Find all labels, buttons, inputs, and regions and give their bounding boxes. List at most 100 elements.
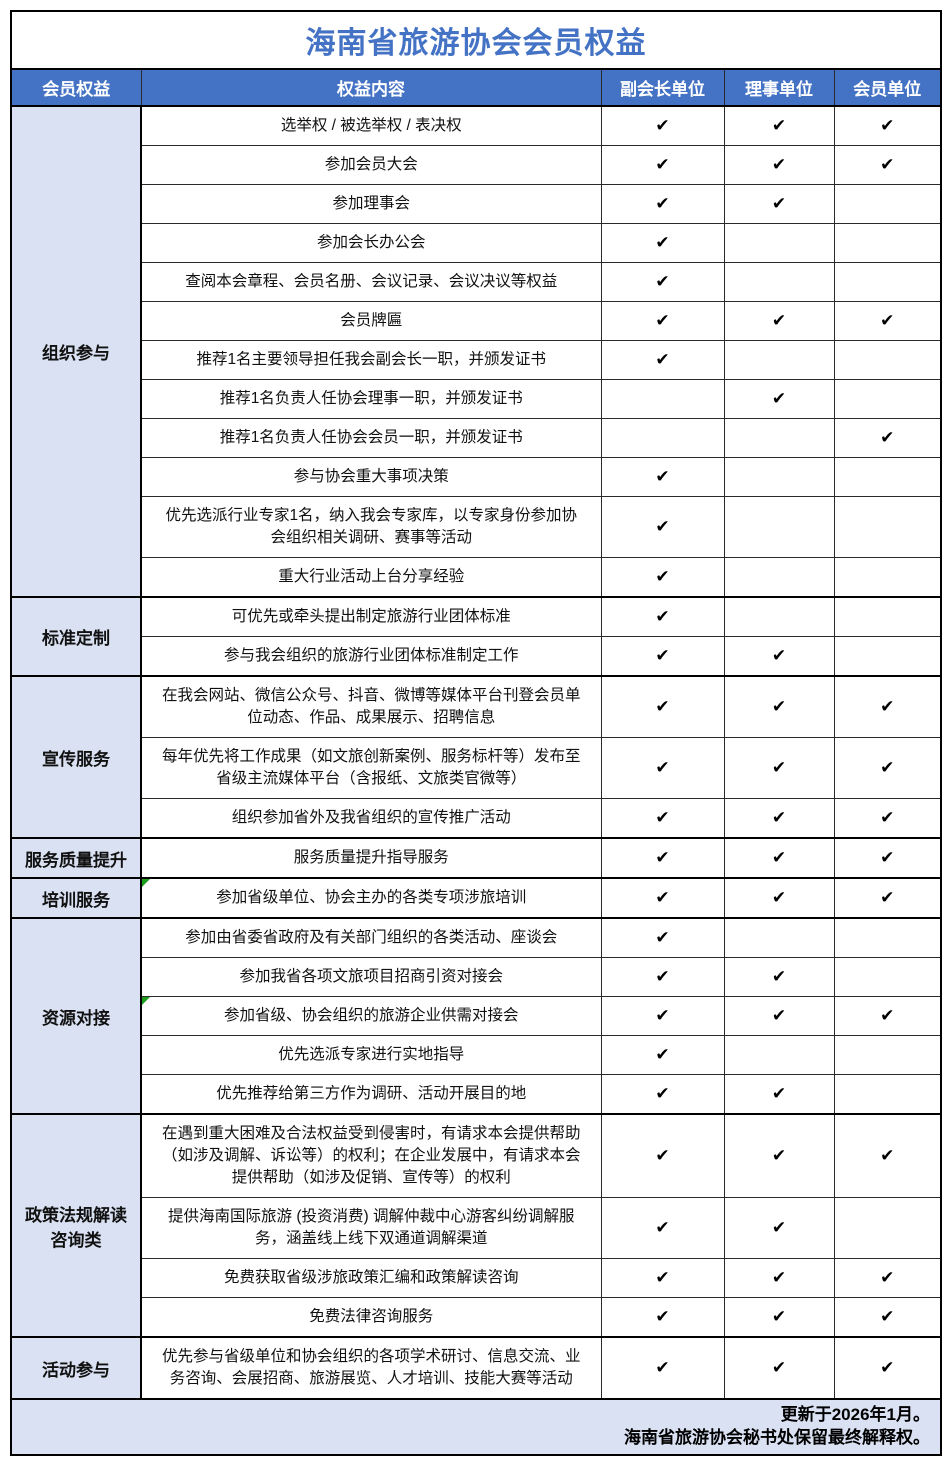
check-mark-icon: ✔ xyxy=(833,1258,942,1298)
empty-check-cell xyxy=(833,636,942,677)
table-row: 参加省级、协会组织的旅游企业供需对接会 ✔ ✔ ✔ xyxy=(11,996,942,1036)
check-mark-icon: ✔ xyxy=(723,301,835,341)
check-mark-icon: ✔ xyxy=(833,1113,942,1198)
check-mark-icon: ✔ xyxy=(600,223,725,263)
check-mark-icon: ✔ xyxy=(600,957,725,997)
benefit-content-cell: 免费法律咨询服务 xyxy=(140,1297,602,1338)
column-header-member-unit: 会员单位 xyxy=(833,68,942,107)
table-row: 组织参加省外及我省组织的宣传推广活动 ✔ ✔ ✔ xyxy=(11,798,942,839)
empty-check-cell xyxy=(723,496,835,558)
benefit-content-cell: 优先选派专家进行实地指导 xyxy=(140,1035,602,1075)
check-mark-icon: ✔ xyxy=(600,301,725,341)
check-mark-icon: ✔ xyxy=(600,1336,725,1400)
table-row: 参加我省各项文旅项目招商引资对接会 ✔ ✔ xyxy=(11,957,942,997)
check-mark-icon: ✔ xyxy=(833,418,942,458)
column-header-benefit-content: 权益内容 xyxy=(140,68,602,107)
check-mark-icon: ✔ xyxy=(723,837,835,879)
benefit-content-cell: 优先参与省级单位和协会组织的各项学术研讨、信息交流、业务咨询、会展招商、旅游展览… xyxy=(140,1336,602,1400)
benefit-content-cell: 组织参加省外及我省组织的宣传推广活动 xyxy=(140,798,602,839)
table-row: 推荐1名负责人任协会理事一职，并颁发证书 ✔ xyxy=(11,379,942,419)
benefits-table: 海南省旅游协会会员权益 会员权益 权益内容 副会长单位 理事单位 会员单位 组织… xyxy=(10,10,942,1456)
check-mark-icon: ✔ xyxy=(600,917,725,958)
check-mark-icon: ✔ xyxy=(600,557,725,598)
category-cell: 组织参与 xyxy=(10,105,142,598)
category-cell: 宣传服务 xyxy=(10,675,142,839)
table-row: 免费获取省级涉旅政策汇编和政策解读咨询 ✔ ✔ ✔ xyxy=(11,1258,942,1298)
benefit-content-cell: 免费获取省级涉旅政策汇编和政策解读咨询 xyxy=(140,1258,602,1298)
table-row: 标准定制 可优先或牵头提出制定旅游行业团体标准 ✔ xyxy=(10,596,942,677)
check-mark-icon: ✔ xyxy=(600,340,725,380)
table-row: 查阅本会章程、会员名册、会议记录、会议决议等权益 ✔ xyxy=(11,262,942,302)
benefit-content-cell: 参加我省各项文旅项目招商引资对接会 xyxy=(140,957,602,997)
check-mark-icon: ✔ xyxy=(723,996,835,1036)
check-mark-icon: ✔ xyxy=(723,636,835,677)
check-mark-icon: ✔ xyxy=(723,1113,835,1198)
check-mark-icon: ✔ xyxy=(723,1197,835,1259)
table-row: 推荐1名主要领导担任我会副会长一职，并颁发证书 ✔ xyxy=(11,340,942,380)
empty-check-cell xyxy=(600,418,725,458)
table-row: 免费法律咨询服务 ✔ ✔ ✔ xyxy=(11,1297,942,1338)
table-row: 提供海南国际旅游 (投资消费) 调解仲裁中心游客纠纷调解服务，涵盖线上线下双通道… xyxy=(11,1197,942,1259)
table-row: 组织参与 选举权 / 被选举权 / 表决权 ✔ ✔ ✔ xyxy=(10,105,942,598)
check-mark-icon: ✔ xyxy=(723,957,835,997)
check-mark-icon: ✔ xyxy=(600,596,725,637)
check-mark-icon: ✔ xyxy=(600,145,725,185)
column-header-member-benefits: 会员权益 xyxy=(10,68,142,107)
check-mark-icon: ✔ xyxy=(833,837,942,879)
benefit-content-cell: 重大行业活动上台分享经验 xyxy=(140,557,602,598)
empty-check-cell xyxy=(723,1035,835,1075)
check-mark-icon: ✔ xyxy=(600,877,725,919)
benefit-content-cell: 服务质量提升指导服务 xyxy=(140,837,602,879)
benefit-content-cell-with-note-marker: 参加省级、协会组织的旅游企业供需对接会 xyxy=(140,996,602,1036)
table-row: 重大行业活动上台分享经验 ✔ xyxy=(11,557,942,598)
column-header-director-unit: 理事单位 xyxy=(723,68,835,107)
empty-check-cell xyxy=(723,457,835,497)
empty-check-cell xyxy=(833,340,942,380)
check-mark-icon: ✔ xyxy=(723,877,835,919)
empty-check-cell xyxy=(723,418,835,458)
table-row: 培训服务 参加省级单位、协会主办的各类专项涉旅培训 ✔ ✔ ✔ xyxy=(10,877,942,919)
check-mark-icon: ✔ xyxy=(833,737,942,799)
category-cell: 服务质量提升 xyxy=(10,837,142,879)
check-mark-icon: ✔ xyxy=(600,636,725,677)
benefit-content-cell: 每年优先将工作成果（如文旅创新案例、服务标杆等）发布至省级主流媒体平台（含报纸、… xyxy=(140,737,602,799)
benefit-content-cell: 优先选派行业专家1名，纳入我会专家库，以专家身份参加协会组织相关调研、赛事等活动 xyxy=(140,496,602,558)
category-cell: 标准定制 xyxy=(10,596,142,677)
benefit-content-cell: 提供海南国际旅游 (投资消费) 调解仲裁中心游客纠纷调解服务，涵盖线上线下双通道… xyxy=(140,1197,602,1259)
empty-check-cell xyxy=(833,262,942,302)
benefit-content-cell: 推荐1名负责人任协会理事一职，并颁发证书 xyxy=(140,379,602,419)
check-mark-icon: ✔ xyxy=(833,996,942,1036)
table-row: 资源对接 参加由省委省政府及有关部门组织的各类活动、座谈会 ✔ xyxy=(10,917,942,1115)
table-row: 优先选派行业专家1名，纳入我会专家库，以专家身份参加协会组织相关调研、赛事等活动… xyxy=(11,496,942,558)
benefit-content-cell: 查阅本会章程、会员名册、会议记录、会议决议等权益 xyxy=(140,262,602,302)
table-row: 服务质量提升 服务质量提升指导服务 ✔ ✔ ✔ xyxy=(10,837,942,879)
empty-check-cell xyxy=(833,1035,942,1075)
check-mark-icon: ✔ xyxy=(833,105,942,146)
check-mark-icon: ✔ xyxy=(723,379,835,419)
title-row: 海南省旅游协会会员权益 xyxy=(10,10,942,70)
check-mark-icon: ✔ xyxy=(833,675,942,738)
check-mark-icon: ✔ xyxy=(600,837,725,879)
benefit-content-cell: 推荐1名负责人任协会会员一职，并颁发证书 xyxy=(140,418,602,458)
empty-check-cell xyxy=(833,1197,942,1259)
empty-check-cell xyxy=(833,457,942,497)
category-cell: 政策法规解读咨询类 xyxy=(10,1113,142,1338)
table-row: 政策法规解读咨询类 在遇到重大困难及合法权益受到侵害时，有请求本会提供帮助（如涉及… xyxy=(10,1113,942,1338)
check-mark-icon: ✔ xyxy=(600,262,725,302)
table-row: 参与我会组织的旅游行业团体标准制定工作 ✔ ✔ xyxy=(11,636,942,677)
empty-check-cell xyxy=(833,496,942,558)
benefit-content-cell: 选举权 / 被选举权 / 表决权 xyxy=(140,105,602,146)
check-mark-icon: ✔ xyxy=(600,737,725,799)
benefit-content-cell: 参加会员大会 xyxy=(140,145,602,185)
table-row: 活动参与 优先参与省级单位和协会组织的各项学术研讨、信息交流、业务咨询、会展招商、… xyxy=(10,1336,942,1400)
benefit-content-cell: 在我会网站、微信公众号、抖音、微博等媒体平台刊登会员单位动态、作品、成果展示、招… xyxy=(140,675,602,738)
empty-check-cell xyxy=(723,262,835,302)
check-mark-icon: ✔ xyxy=(600,798,725,839)
benefit-content-cell: 参与协会重大事项决策 xyxy=(140,457,602,497)
table-row: 参加理事会 ✔ ✔ xyxy=(11,184,942,224)
benefit-content-cell: 参加会长办公会 xyxy=(140,223,602,263)
check-mark-icon: ✔ xyxy=(600,1297,725,1338)
empty-check-cell xyxy=(600,379,725,419)
empty-check-cell xyxy=(723,223,835,263)
